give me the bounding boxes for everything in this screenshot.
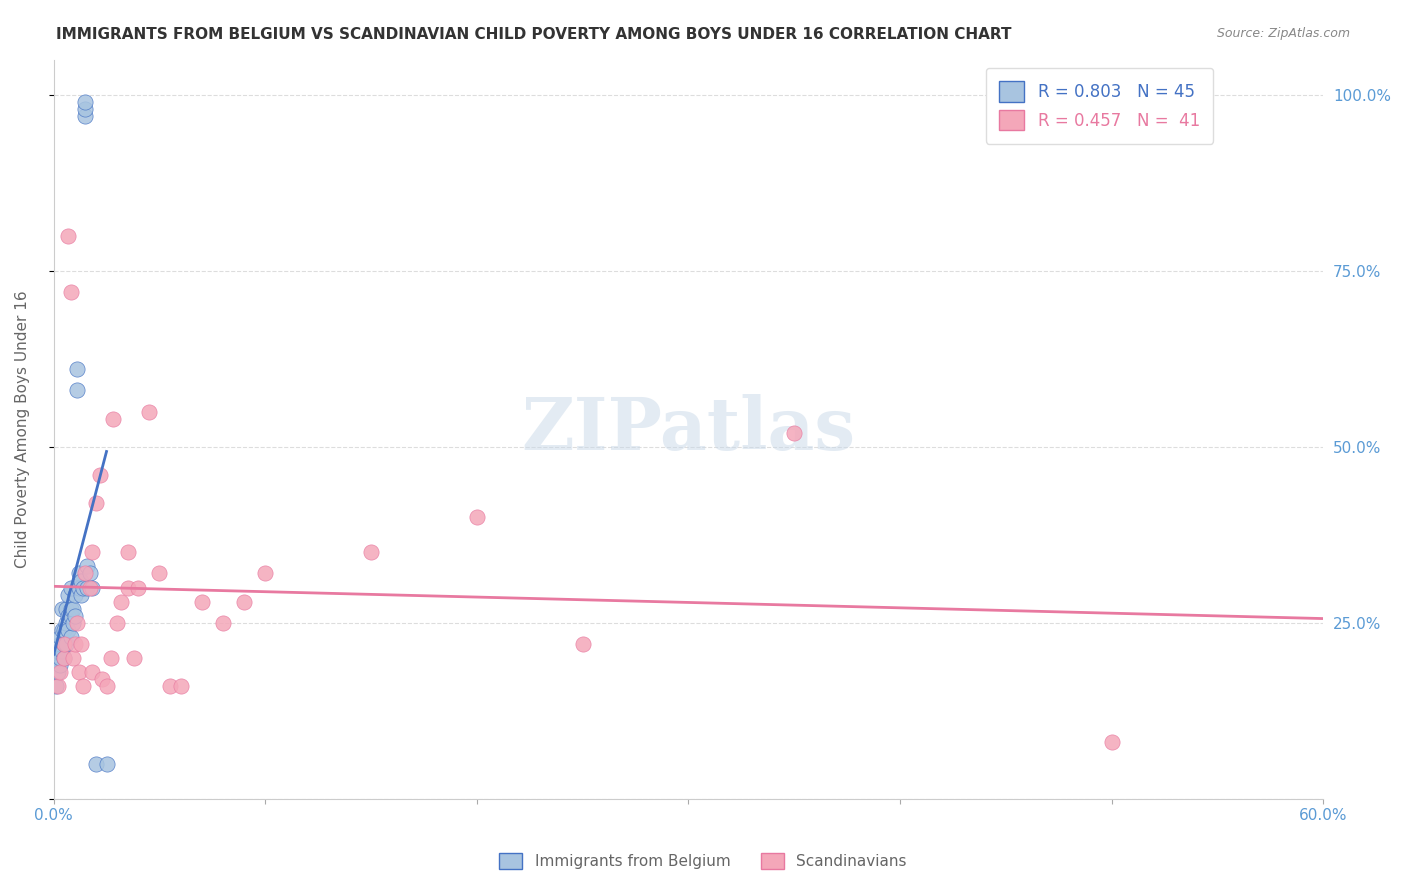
Point [84, 756, 107, 771]
Point [49, 637, 72, 651]
Point [59, 581, 82, 595]
Point [70, 637, 93, 651]
Point [70, 574, 93, 588]
Point [67, 566, 90, 581]
Point [75, 95, 97, 109]
Point [53, 651, 76, 665]
Y-axis label: Child Poverty Among Boys Under 16: Child Poverty Among Boys Under 16 [15, 291, 30, 568]
Point [49, 651, 72, 665]
Point [53, 623, 76, 637]
Point [110, 594, 132, 608]
Point [76, 559, 98, 574]
Point [169, 679, 191, 693]
Point [45, 679, 67, 693]
Point [96, 756, 118, 771]
Point [49, 630, 72, 644]
Text: ZIPatlas: ZIPatlas [522, 393, 855, 465]
Point [80, 665, 103, 679]
Point [75, 109, 97, 123]
Point [190, 594, 212, 608]
Point [117, 545, 139, 559]
Point [72, 679, 94, 693]
Point [80, 581, 103, 595]
Point [46, 665, 69, 679]
Point [55, 601, 77, 615]
Point [72, 581, 94, 595]
Point [360, 545, 382, 559]
Point [55, 615, 77, 630]
Point [53, 637, 76, 651]
Point [1101, 735, 1123, 749]
Point [63, 588, 86, 602]
Point [66, 615, 89, 630]
Point [67, 665, 90, 679]
Point [51, 644, 73, 658]
Point [62, 651, 84, 665]
Point [80, 545, 103, 559]
Point [66, 362, 89, 376]
Point [75, 566, 97, 581]
Point [62, 615, 84, 630]
Point [122, 651, 145, 665]
Point [58, 228, 80, 243]
Point [58, 588, 80, 602]
Point [138, 404, 160, 418]
Point [46, 651, 69, 665]
Point [55, 637, 77, 651]
Text: Source: ZipAtlas.com: Source: ZipAtlas.com [1216, 27, 1350, 40]
Point [465, 510, 488, 524]
Point [53, 651, 76, 665]
Point [62, 601, 84, 615]
Point [53, 637, 76, 651]
Text: IMMIGRANTS FROM BELGIUM VS SCANDINAVIAN CHILD POVERTY AMONG BOYS UNDER 16 CORREL: IMMIGRANTS FROM BELGIUM VS SCANDINAVIAN … [56, 27, 1012, 42]
Point [75, 102, 97, 116]
Point [91, 672, 114, 686]
Point [45, 658, 67, 673]
Point [79, 566, 101, 581]
Point [105, 615, 128, 630]
Point [59, 285, 82, 299]
Point [233, 594, 256, 608]
Point [79, 581, 101, 595]
Point [254, 566, 277, 581]
Point [76, 581, 98, 595]
Point [49, 658, 72, 673]
Point [571, 637, 593, 651]
Point [49, 665, 72, 679]
Point [63, 608, 86, 623]
Point [58, 608, 80, 623]
Point [46, 679, 69, 693]
Point [148, 566, 170, 581]
Point [70, 588, 93, 602]
Point [212, 615, 235, 630]
Point [51, 601, 73, 615]
Point [101, 411, 124, 425]
Point [117, 581, 139, 595]
Point [46, 644, 69, 658]
Point [59, 601, 82, 615]
Point [63, 637, 86, 651]
Legend: Immigrants from Belgium, Scandinavians: Immigrants from Belgium, Scandinavians [494, 847, 912, 875]
Point [67, 581, 90, 595]
Point [783, 425, 806, 440]
Point [58, 623, 80, 637]
Point [96, 679, 118, 693]
Point [59, 608, 82, 623]
Legend: R = 0.803   N = 45, R = 0.457   N =  41: R = 0.803 N = 45, R = 0.457 N = 41 [986, 68, 1213, 144]
Point [66, 384, 89, 398]
Point [51, 623, 73, 637]
Point [100, 651, 122, 665]
Point [127, 581, 149, 595]
Point [159, 679, 181, 693]
Point [59, 630, 82, 644]
Point [84, 496, 107, 510]
Point [89, 467, 111, 482]
